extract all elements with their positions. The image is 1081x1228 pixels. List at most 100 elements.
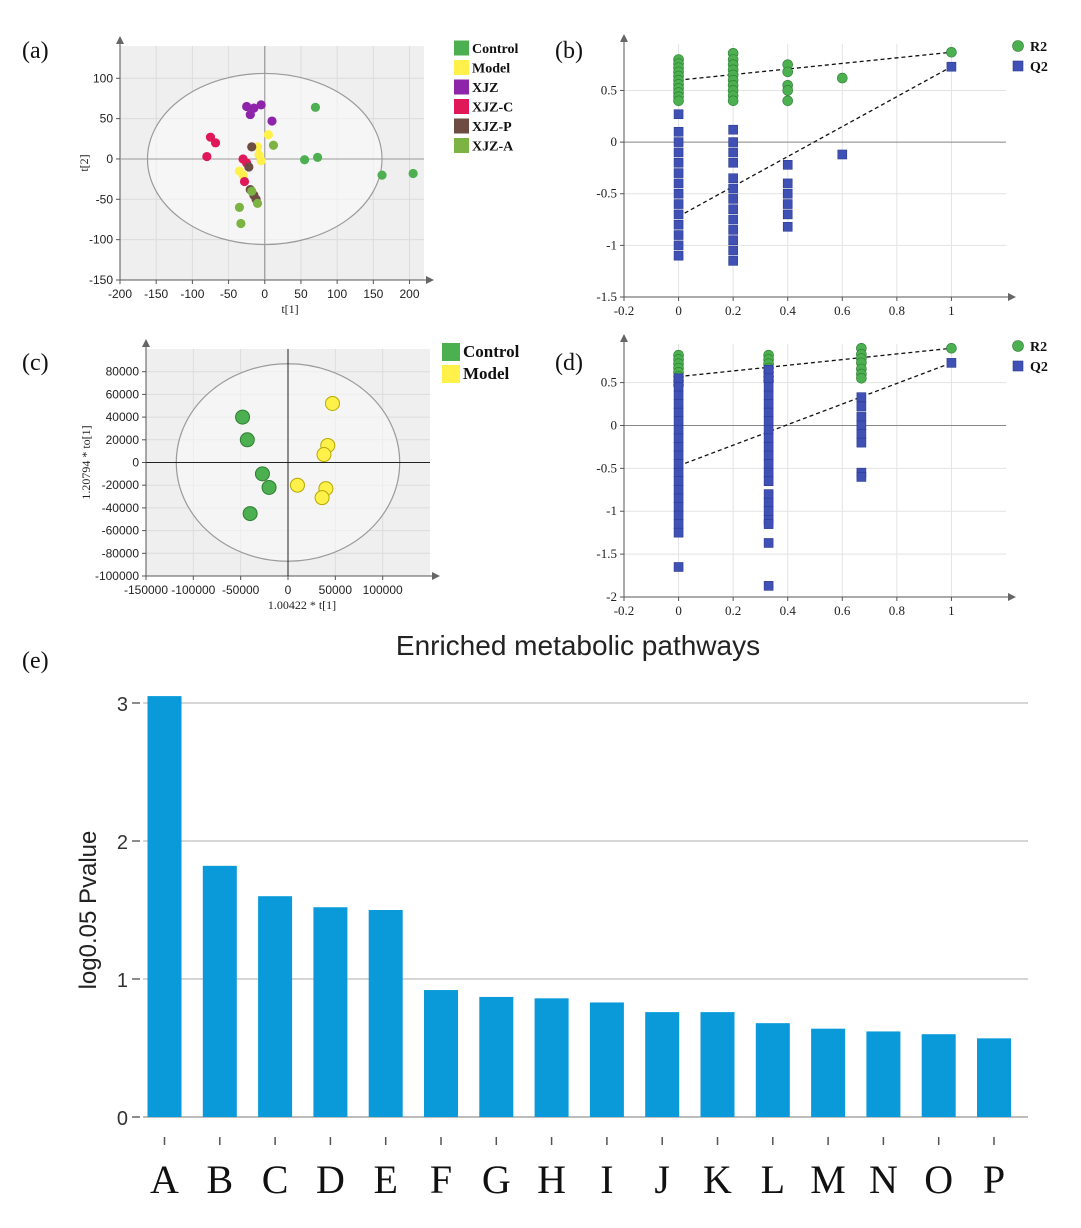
x-axis-arrow: [1008, 293, 1016, 301]
legend-label: Model: [472, 62, 510, 77]
y-axis-arrow: [620, 34, 628, 42]
data-point-q2: [763, 364, 774, 375]
data-point-control: [299, 155, 310, 165]
data-point-q2: [763, 433, 774, 444]
y-tick-label: -2: [606, 589, 617, 604]
y-tick-label: 1: [117, 970, 128, 992]
x-tick-label: 0.8: [889, 603, 905, 618]
legend-swatch: [454, 118, 469, 134]
data-point-q2: [673, 126, 684, 137]
legend-swatch: [454, 99, 469, 114]
data-point-control: [239, 432, 255, 448]
legend-swatch: [454, 40, 469, 56]
legend-marker: [1012, 60, 1024, 72]
data-point-q2: [763, 467, 774, 478]
data-point-q2: [763, 450, 774, 461]
plot-area: [624, 344, 1006, 597]
data-point-q2: [673, 442, 684, 452]
data-point-q2: [673, 390, 684, 401]
x-tick-label: J: [654, 1157, 670, 1202]
y-tick-label: -20000: [102, 478, 140, 492]
x-tick-label: 50000: [319, 583, 353, 597]
data-point-q2: [763, 390, 774, 401]
data-point-q2: [763, 519, 774, 529]
x-tick-label: 0.2: [725, 303, 741, 318]
data-point-q2: [763, 459, 774, 469]
data-point-q2: [763, 382, 774, 392]
data-point-q2: [837, 149, 848, 160]
legend-label: Model: [463, 364, 510, 383]
x-tick-label: 0: [675, 303, 682, 318]
data-point-q2: [728, 245, 738, 256]
data-point-q2: [673, 109, 684, 120]
bar-L: [755, 1023, 790, 1117]
x-tick-label: 100: [327, 287, 347, 301]
x-tick-label: I: [600, 1157, 613, 1202]
x-axis-arrow: [1008, 593, 1016, 601]
y-tick-label: 100: [93, 71, 113, 85]
bar-M: [811, 1028, 846, 1117]
legend-label: Q2: [1030, 60, 1048, 75]
y-tick-label: 0.5: [601, 375, 617, 390]
x-tick-label: M: [810, 1157, 846, 1202]
panel-label: (e): [22, 648, 49, 674]
data-point-q2: [673, 399, 684, 409]
x-tick-label: 0: [285, 583, 292, 597]
y-tick-label: 50: [100, 112, 114, 126]
x-tick-label: 1: [948, 303, 955, 318]
x-tick-label: N: [869, 1157, 898, 1202]
data-point-r2: [782, 95, 794, 107]
x-tick-label: 200: [400, 287, 420, 301]
y-tick-label: -0.5: [596, 460, 617, 475]
data-point-q2: [728, 124, 738, 135]
y-tick-label: -100: [89, 233, 113, 247]
data-point-control: [254, 466, 270, 482]
legend-marker: [1012, 40, 1024, 52]
y-tick-label: 0: [611, 134, 618, 149]
data-point-q2: [763, 581, 774, 591]
x-tick-label: C: [262, 1157, 289, 1202]
data-point-q2: [728, 173, 738, 184]
legend-swatch: [442, 365, 460, 383]
x-tick-label: -200: [108, 287, 132, 301]
data-point-r2: [673, 95, 684, 107]
y-tick-label: 3: [117, 694, 128, 716]
legend-label: XJZ-P: [472, 120, 512, 135]
y-tick-label: 0: [106, 152, 113, 166]
data-point-q2: [763, 497, 774, 508]
data-point-q2: [673, 459, 684, 469]
data-point-q2: [673, 188, 684, 199]
bar-P: [977, 1038, 1011, 1117]
data-point-q2: [856, 401, 867, 412]
data-point-q2: [728, 157, 738, 168]
legend-label: Q2: [1030, 360, 1048, 375]
data-point-r2: [946, 342, 957, 354]
plot-area: [624, 44, 1006, 297]
data-point-q2: [728, 256, 738, 266]
data-point-q2: [946, 61, 957, 72]
data-point-r2: [946, 46, 957, 58]
y-tick-label: -100000: [95, 569, 139, 583]
bar-J: [645, 1012, 680, 1117]
x-tick-label: 0.6: [834, 603, 851, 618]
x-tick-label: H: [537, 1157, 566, 1202]
bar-N: [866, 1031, 901, 1117]
data-point-xjz-a: [268, 140, 279, 150]
data-point-model: [324, 395, 340, 411]
bar-B: [202, 865, 237, 1117]
legend-marker: [1012, 340, 1024, 352]
x-tick-label: 0.4: [780, 603, 797, 618]
data-point-q2: [673, 147, 684, 158]
x-tick-label: 1: [948, 603, 955, 618]
x-tick-label: G: [482, 1157, 511, 1202]
x-axis-label: t[1]: [281, 302, 298, 316]
y-tick-label: -150: [89, 273, 113, 287]
y-tick-label: 80000: [106, 365, 140, 379]
data-point-xjz-c: [202, 151, 212, 162]
x-tick-label: D: [316, 1157, 345, 1202]
data-point-xjz: [242, 101, 252, 112]
legend-label: XJZ-C: [472, 101, 513, 116]
y-axis-label: t[2]: [77, 154, 91, 171]
data-point-q2: [728, 204, 738, 215]
